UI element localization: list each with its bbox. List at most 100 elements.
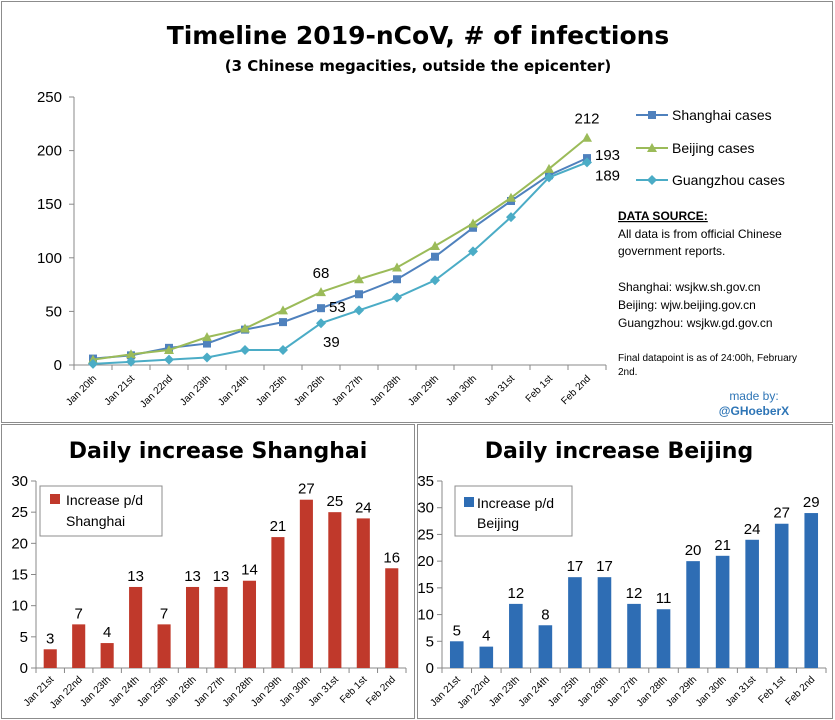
data-point-guangzhou — [126, 356, 136, 367]
shanghai-x-tick-label: Jan 30th — [278, 674, 313, 709]
data-point-beijing — [582, 132, 592, 142]
shanghai-x-tick-label: Feb 2nd — [364, 674, 398, 708]
data-label: 193 — [595, 147, 620, 164]
timeline-chart-panel: Timeline 2019-nCoV, # of infections (3 C… — [1, 1, 833, 423]
beijing-bar-label: 5 — [453, 622, 461, 639]
beijing-daily-panel: Daily increase Beijing 0 5 10 15 20 25 30 35 Jan… — [417, 424, 833, 719]
beijing-y-tick-label: 10 — [417, 607, 434, 624]
data-point-guangzhou — [202, 352, 212, 363]
beijing-x-tick-label: Jan 24th — [517, 674, 552, 709]
data-point-guangzhou — [392, 292, 402, 303]
beijing-legend: Increase p/d Beijing — [454, 485, 573, 537]
beijing-bar-label: 17 — [596, 558, 613, 575]
shanghai-bar — [214, 586, 228, 668]
beijing-bar-label: 11 — [656, 590, 672, 607]
legend-item-beijing: Beijing cases — [636, 140, 755, 156]
x-axis-ticks: Jan 20th Jan 21st Jan 22nd Jan 23th Jan 24th… — [64, 365, 607, 410]
series-group — [88, 132, 592, 369]
beijing-bar-label: 24 — [744, 521, 761, 538]
data-point-shanghai — [317, 304, 325, 313]
triangle-marker-icon — [647, 143, 657, 152]
shanghai-x-tick-label: Jan 31st — [306, 674, 341, 709]
legend-label-shanghai: Shanghai cases — [672, 107, 772, 123]
beijing-bar-label: 20 — [685, 542, 702, 559]
data-point-guangzhou — [88, 358, 98, 369]
shanghai-bar — [129, 586, 143, 668]
beijing-chart-title: Daily increase Beijing — [485, 439, 753, 464]
beijing-bar-label: 27 — [773, 505, 790, 522]
shanghai-legend-line-2: Shanghai — [66, 513, 125, 529]
source-url-guangzhou: Guangzhou: wsjkw.gd.gov.cn — [618, 316, 773, 330]
beijing-bar-label: 8 — [541, 606, 549, 623]
data-label: 53 — [329, 299, 346, 316]
x-tick-label: Jan 21st — [103, 373, 138, 408]
beijing-bar-label: 12 — [508, 585, 525, 602]
x-tick-label: Jan 30th — [444, 373, 479, 408]
beijing-bar — [449, 641, 464, 668]
data-point-beijing — [506, 192, 516, 202]
shanghai-bar-label: 13 — [213, 568, 230, 585]
data-point-beijing — [354, 274, 364, 284]
shanghai-bar — [242, 580, 257, 668]
shanghai-daily-panel: Daily increase Shanghai 0 5 10 15 20 25 30 Jan … — [1, 424, 415, 719]
legend-item-guangzhou: Guangzhou cases — [636, 172, 785, 188]
data-point-beijing — [202, 332, 212, 342]
x-tick-label: Jan 26th — [292, 373, 327, 408]
timeline-title: Timeline 2019-nCoV, # of infections — [167, 21, 670, 50]
y-tick-label: 200 — [37, 143, 62, 160]
beijing-bar — [804, 513, 819, 668]
shanghai-y-tick-label: 20 — [11, 535, 28, 552]
shanghai-y-tick-label: 0 — [20, 660, 28, 677]
data-point-beijing — [164, 344, 174, 354]
beijing-bar — [597, 577, 612, 668]
source-url-shanghai: Shanghai: wsjkw.sh.gov.cn — [618, 280, 761, 294]
data-point-shanghai — [393, 275, 401, 284]
data-point-beijing — [240, 323, 250, 333]
beijing-bar-label: 21 — [714, 537, 731, 554]
shanghai-bar — [185, 586, 200, 668]
x-tick-label: Jan 20th — [64, 373, 99, 408]
shanghai-y-tick-label: 5 — [20, 629, 28, 646]
series-line-guangzhou — [92, 161, 588, 365]
shanghai-bar-label: 21 — [270, 518, 287, 535]
data-point-beijing — [126, 349, 136, 359]
shanghai-y-tick-label: 25 — [11, 504, 28, 521]
beijing-y-tick-label: 15 — [417, 580, 434, 597]
shanghai-bar — [271, 537, 285, 668]
beijing-x-tick-label: Jan 26th — [576, 674, 611, 709]
data-point-guangzhou — [468, 246, 478, 257]
beijing-y-tick-label: 25 — [417, 526, 434, 543]
beijing-legend-line-1: Increase p/d — [477, 495, 554, 511]
shanghai-bar-label: 25 — [327, 493, 344, 510]
shanghai-bar-label: 3 — [46, 630, 54, 647]
beijing-bar — [509, 603, 523, 668]
x-tick-label: Jan 31st — [483, 373, 518, 408]
data-point-beijing — [316, 287, 326, 297]
data-label: 68 — [313, 265, 330, 282]
beijing-bar-label: 29 — [803, 494, 820, 511]
beijing-bar — [774, 523, 789, 668]
square-marker-icon — [648, 111, 656, 119]
source-url-beijing: Beijing: wjw.beijing.gov.cn — [618, 298, 756, 312]
beijing-y-tick-label: 20 — [417, 553, 434, 570]
beijing-x-tick-label: Jan 25th — [546, 674, 581, 709]
legend-label-guangzhou: Guangzhou cases — [672, 172, 785, 188]
data-point-beijing — [278, 305, 288, 315]
shanghai-daily-chart: Daily increase Shanghai 0 5 10 15 20 25 30 Jan … — [11, 439, 407, 711]
data-point-shanghai — [469, 223, 477, 232]
shanghai-bar-label: 7 — [75, 605, 83, 622]
data-point-shanghai — [279, 318, 287, 327]
beijing-y-tick-label: 0 — [426, 660, 434, 677]
beijing-bar — [745, 539, 759, 668]
shanghai-legend-line-1: Increase p/d — [66, 492, 143, 508]
data-point-guangzhou — [316, 318, 326, 329]
timeline-subtitle: (3 Chinese megacities, outside the epice… — [225, 57, 612, 75]
y-tick-label: 250 — [37, 89, 62, 106]
beijing-x-tick-label: Jan 28th — [635, 674, 670, 709]
x-tick-label: Feb 2nd — [559, 373, 593, 407]
final-datapoint-note-line-2: 2nd. — [618, 367, 637, 378]
shanghai-bar — [385, 568, 399, 668]
shanghai-bar-label: 7 — [160, 605, 168, 622]
data-point-guangzhou — [544, 172, 554, 183]
shanghai-bar-label: 4 — [103, 624, 111, 641]
